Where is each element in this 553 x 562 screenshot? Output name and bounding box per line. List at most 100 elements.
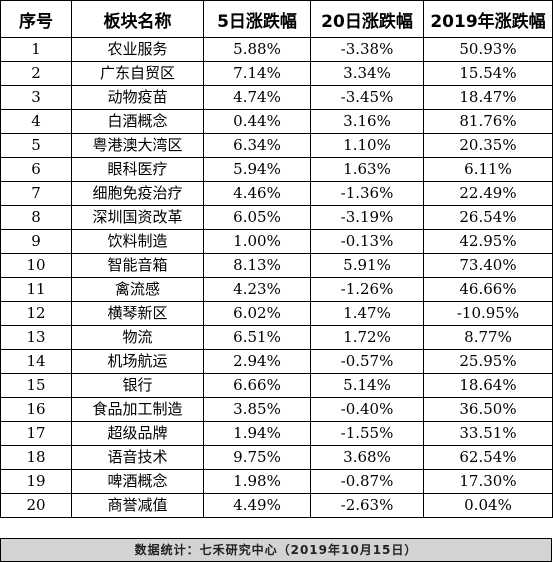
row-index-cell: 6	[0, 157, 72, 182]
sector-name-cell: 银行	[71, 373, 204, 398]
row-index-cell: 14	[0, 349, 72, 374]
change-2019-cell: 46.66%	[423, 277, 553, 302]
sector-name-cell: 粤港澳大湾区	[71, 133, 204, 158]
row-index-cell: 9	[0, 229, 72, 254]
change-5day-cell: 5.94%	[203, 157, 311, 182]
change-2019-cell: -10.95%	[423, 301, 553, 326]
table-row: 3 动物疫苗 4.74% -3.45% 18.47%	[0, 85, 553, 110]
row-index-cell: 1	[0, 37, 72, 62]
change-20day-cell: 1.63%	[310, 157, 424, 182]
row-index-cell: 15	[0, 373, 72, 398]
row-index-cell: 4	[0, 109, 72, 134]
change-2019-cell: 0.04%	[423, 493, 553, 518]
change-2019-cell: 81.76%	[423, 109, 553, 134]
change-5day-cell: 1.94%	[203, 421, 311, 446]
table-row: 7 细胞免疫治疗 4.46% -1.36% 22.49%	[0, 181, 553, 206]
table-row: 6 眼科医疗 5.94% 1.63% 6.11%	[0, 157, 553, 182]
change-20day-cell: -1.26%	[310, 277, 424, 302]
change-2019-cell: 36.50%	[423, 397, 553, 422]
row-index-cell: 16	[0, 397, 72, 422]
change-20day-cell: -3.19%	[310, 205, 424, 230]
change-5day-cell: 6.51%	[203, 325, 311, 350]
sector-name-cell: 深圳国资改革	[71, 205, 204, 230]
sector-name-cell: 横琴新区	[71, 301, 204, 326]
row-index-cell: 20	[0, 493, 72, 518]
table-row: 4 白酒概念 0.44% 3.16% 81.76%	[0, 109, 553, 134]
table-row: 19 啤酒概念 1.98% -0.87% 17.30%	[0, 469, 553, 494]
row-index-cell: 3	[0, 85, 72, 110]
header-sector-name: 板块名称	[71, 0, 204, 38]
sector-name-cell: 禽流感	[71, 277, 204, 302]
change-2019-cell: 20.35%	[423, 133, 553, 158]
change-20day-cell: -3.38%	[310, 37, 424, 62]
table-row: 17 超级品牌 1.94% -1.55% 33.51%	[0, 421, 553, 446]
table-row: 14 机场航运 2.94% -0.57% 25.95%	[0, 349, 553, 374]
sector-name-cell: 白酒概念	[71, 109, 204, 134]
table-header-row: 序号 板块名称 5日涨跌幅 20日涨跌幅 2019年涨跌幅	[0, 0, 553, 38]
table-body: 1 农业服务 5.88% -3.38% 50.93% 2 广东自贸区 7.14% 3.34% 15…	[0, 37, 553, 518]
table-row: 9 饮料制造 1.00% -0.13% 42.95%	[0, 229, 553, 254]
row-index-cell: 11	[0, 277, 72, 302]
sector-name-cell: 广东自贸区	[71, 61, 204, 86]
sector-name-cell: 眼科医疗	[71, 157, 204, 182]
sector-name-cell: 食品加工制造	[71, 397, 204, 422]
change-20day-cell: 1.72%	[310, 325, 424, 350]
change-20day-cell: -2.63%	[310, 493, 424, 518]
table-row: 18 语音技术 9.75% 3.68% 62.54%	[0, 445, 553, 470]
sector-name-cell: 商誉减值	[71, 493, 204, 518]
row-index-cell: 12	[0, 301, 72, 326]
table-row: 15 银行 6.66% 5.14% 18.64%	[0, 373, 553, 398]
sector-name-cell: 智能音箱	[71, 253, 204, 278]
change-2019-cell: 15.54%	[423, 61, 553, 86]
table-row: 2 广东自贸区 7.14% 3.34% 15.54%	[0, 61, 553, 86]
sector-name-cell: 超级品牌	[71, 421, 204, 446]
table-row: 16 食品加工制造 3.85% -0.40% 36.50%	[0, 397, 553, 422]
sector-name-cell: 细胞免疫治疗	[71, 181, 204, 206]
table-row: 12 横琴新区 6.02% 1.47% -10.95%	[0, 301, 553, 326]
change-2019-cell: 18.64%	[423, 373, 553, 398]
change-2019-cell: 18.47%	[423, 85, 553, 110]
sector-name-cell: 农业服务	[71, 37, 204, 62]
sector-name-cell: 物流	[71, 325, 204, 350]
change-5day-cell: 3.85%	[203, 397, 311, 422]
row-index-cell: 10	[0, 253, 72, 278]
row-index-cell: 18	[0, 445, 72, 470]
row-index-cell: 17	[0, 421, 72, 446]
row-index-cell: 2	[0, 61, 72, 86]
change-20day-cell: 1.10%	[310, 133, 424, 158]
header-index: 序号	[0, 0, 72, 38]
change-5day-cell: 1.98%	[203, 469, 311, 494]
change-2019-cell: 17.30%	[423, 469, 553, 494]
change-20day-cell: -0.57%	[310, 349, 424, 374]
change-20day-cell: -0.13%	[310, 229, 424, 254]
change-5day-cell: 6.66%	[203, 373, 311, 398]
sector-name-cell: 啤酒概念	[71, 469, 204, 494]
change-2019-cell: 22.49%	[423, 181, 553, 206]
change-5day-cell: 6.34%	[203, 133, 311, 158]
row-index-cell: 13	[0, 325, 72, 350]
change-2019-cell: 33.51%	[423, 421, 553, 446]
change-20day-cell: 3.68%	[310, 445, 424, 470]
row-index-cell: 8	[0, 205, 72, 230]
table-row: 11 禽流感 4.23% -1.26% 46.66%	[0, 277, 553, 302]
change-20day-cell: 3.34%	[310, 61, 424, 86]
sector-performance-table: 序号 板块名称 5日涨跌幅 20日涨跌幅 2019年涨跌幅 1 农业服务 5.88%…	[0, 0, 553, 518]
change-2019-cell: 50.93%	[423, 37, 553, 62]
change-5day-cell: 4.74%	[203, 85, 311, 110]
change-20day-cell: -3.45%	[310, 85, 424, 110]
change-2019-cell: 73.40%	[423, 253, 553, 278]
sector-name-cell: 机场航运	[71, 349, 204, 374]
table-row: 10 智能音箱 8.13% 5.91% 73.40%	[0, 253, 553, 278]
sector-name-cell: 动物疫苗	[71, 85, 204, 110]
change-5day-cell: 5.88%	[203, 37, 311, 62]
change-5day-cell: 6.02%	[203, 301, 311, 326]
table-row: 8 深圳国资改革 6.05% -3.19% 26.54%	[0, 205, 553, 230]
change-20day-cell: 5.91%	[310, 253, 424, 278]
change-2019-cell: 62.54%	[423, 445, 553, 470]
change-5day-cell: 9.75%	[203, 445, 311, 470]
change-2019-cell: 6.11%	[423, 157, 553, 182]
change-5day-cell: 6.05%	[203, 205, 311, 230]
change-20day-cell: 1.47%	[310, 301, 424, 326]
change-20day-cell: -1.55%	[310, 421, 424, 446]
change-20day-cell: -0.87%	[310, 469, 424, 494]
